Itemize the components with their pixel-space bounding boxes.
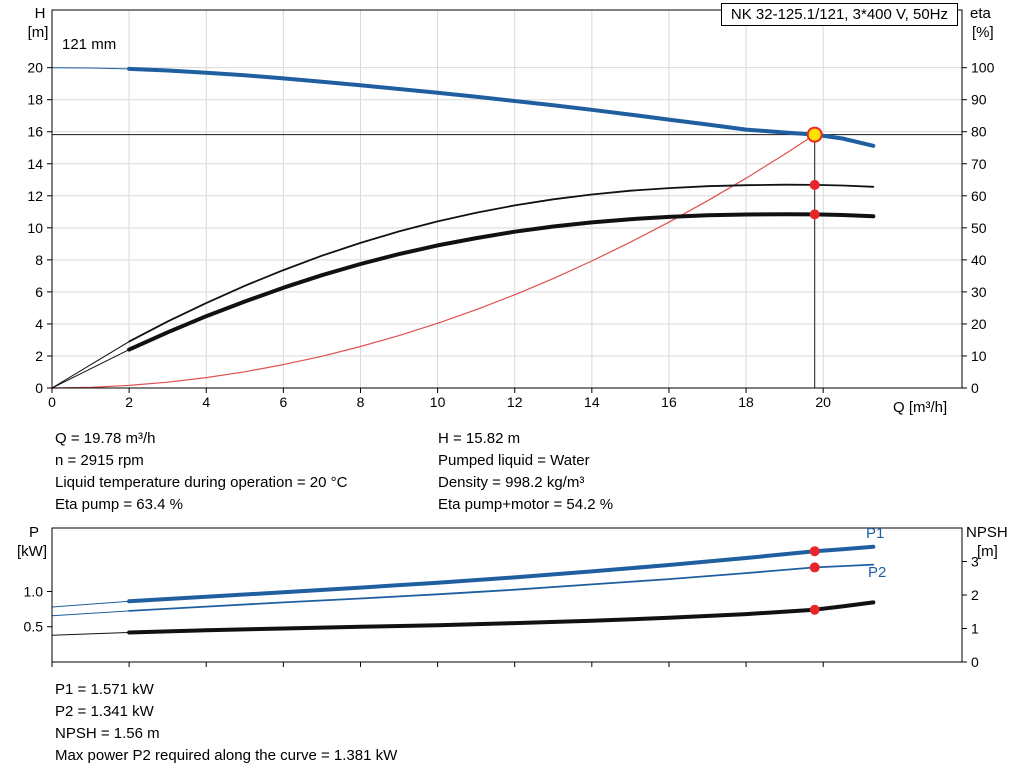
- system-curve: [51, 134, 816, 389]
- eta-axis-label: eta: [970, 5, 991, 22]
- tick-label: 40: [971, 252, 987, 268]
- eta-pump-curve: [128, 183, 875, 343]
- info-line-eta-pump-motor: Eta pump+motor = 54.2 %: [438, 496, 614, 513]
- tick-label: 12: [27, 188, 43, 204]
- info-line-speed: n = 2915 rpm: [55, 452, 144, 469]
- p2-point-marker: [809, 562, 820, 573]
- p2-curve-label: P2: [868, 564, 887, 581]
- tick-label: 6: [279, 394, 287, 410]
- tick-label: 4: [202, 394, 210, 410]
- impeller-diameter-label: 121 mm: [62, 36, 117, 53]
- tick-label: 2: [125, 394, 133, 410]
- p1-curve-lead: [51, 600, 130, 608]
- tick-label: 0: [35, 380, 43, 396]
- tick-label: 1.0: [24, 583, 44, 599]
- tick-label: 80: [971, 124, 987, 140]
- tick-label: 0: [971, 380, 979, 396]
- p2-curve: [128, 563, 875, 612]
- tick-label: 12: [507, 394, 523, 410]
- p-axis-label: P: [28, 524, 39, 541]
- q-axis-label: Q [m³/h]: [893, 399, 948, 416]
- tick-label: 0.5: [24, 619, 44, 635]
- info-line-p2: P2 = 1.341 kW: [55, 703, 154, 720]
- info-line-density: Density = 998.2 kg/m³: [438, 474, 585, 491]
- h-axis-label: H: [34, 5, 46, 22]
- eta-pump-motor-curve-lead: [51, 349, 130, 389]
- p2-curve-lead: [51, 610, 130, 617]
- tick-label: 8: [357, 394, 365, 410]
- head-curve-121mm: [127, 66, 876, 148]
- p1-curve-label: P1: [866, 525, 885, 542]
- duty-info-right-column: H = 15.82 m Pumped liquid = Water Densit…: [438, 428, 613, 516]
- tick-label: 16: [27, 124, 43, 140]
- duty-point-marker: [806, 126, 823, 143]
- eta-pump-motor-point-marker: [809, 209, 820, 220]
- tick-label: 0: [971, 654, 979, 670]
- info-line-h: H = 15.82 m: [438, 430, 521, 447]
- tick-label: 20: [971, 316, 987, 332]
- qh-eta-chart: 0 2 4 6 8 10 12 14 16 18 20 0 2 4 6 8 10 12 14 16 18 20 0 10 20 3…: [27, 9, 995, 410]
- h-axis-unit: [m]: [27, 24, 49, 41]
- p1-curve: [127, 544, 876, 604]
- plot-border: [51, 9, 963, 389]
- head-curve-121mm-lead: [51, 67, 130, 70]
- p-axis-unit: [kW]: [17, 543, 47, 560]
- tick-label: 3: [971, 554, 979, 570]
- tick-label: 18: [27, 92, 43, 108]
- tick-label: 60: [971, 188, 987, 204]
- tick-label: 6: [35, 284, 43, 300]
- tick-label: 0: [48, 394, 56, 410]
- tick-label: 90: [971, 92, 987, 108]
- info-line-liquid-temp: Liquid temperature during operation = 20…: [55, 474, 348, 491]
- tick-label: 10: [430, 394, 446, 410]
- info-line-max-power: Max power P2 required along the curve = …: [55, 747, 398, 764]
- tick-label: 100: [971, 60, 995, 76]
- tick-label: 4: [35, 316, 43, 332]
- power-npsh-chart: 0.5 1.0 0 1 2 3: [24, 527, 979, 670]
- npsh-axis-label: NPSH: [966, 524, 1008, 541]
- eta-pump-curve-lead: [51, 341, 130, 389]
- p1-point-marker: [809, 546, 820, 557]
- tick-label: 10: [27, 220, 43, 236]
- power-info-block: P1 = 1.571 kW P2 = 1.341 kW NPSH = 1.56 …: [55, 679, 397, 767]
- info-line-q: Q = 19.78 m³/h: [55, 430, 156, 447]
- eta-pump-point-marker: [809, 179, 820, 190]
- eta-pump-motor-curve: [127, 212, 876, 352]
- duty-info-left-column: Q = 19.78 m³/h n = 2915 rpm Liquid tempe…: [55, 428, 347, 516]
- info-line-pumped-liquid: Pumped liquid = Water: [438, 452, 590, 469]
- tick-label: 18: [738, 394, 754, 410]
- tick-label: 16: [661, 394, 677, 410]
- tick-label: 2: [971, 587, 979, 603]
- npsh-curve-lead: [51, 632, 130, 636]
- npsh-point-marker: [809, 604, 820, 615]
- tick-label: 8: [35, 252, 43, 268]
- tick-label: 14: [27, 156, 43, 172]
- tick-label: 20: [27, 60, 43, 76]
- info-line-npsh: NPSH = 1.56 m: [55, 725, 160, 742]
- plot-border: [51, 527, 963, 663]
- tick-label: 14: [584, 394, 600, 410]
- npsh-axis-unit: [m]: [977, 543, 998, 560]
- npsh-curve: [127, 600, 876, 635]
- tick-label: 10: [971, 348, 987, 364]
- tick-label: 70: [971, 156, 987, 172]
- eta-axis-unit: [%]: [972, 24, 994, 41]
- tick-label: 20: [815, 394, 831, 410]
- tick-label: 2: [35, 348, 43, 364]
- tick-label: 30: [971, 284, 987, 300]
- info-line-eta-pump: Eta pump = 63.4 %: [55, 496, 183, 513]
- info-line-p1: P1 = 1.571 kW: [55, 681, 154, 698]
- tick-label: 50: [971, 220, 987, 236]
- pump-title-box: NK 32-125.1/121, 3*400 V, 50Hz: [720, 3, 958, 26]
- tick-label: 1: [971, 621, 979, 637]
